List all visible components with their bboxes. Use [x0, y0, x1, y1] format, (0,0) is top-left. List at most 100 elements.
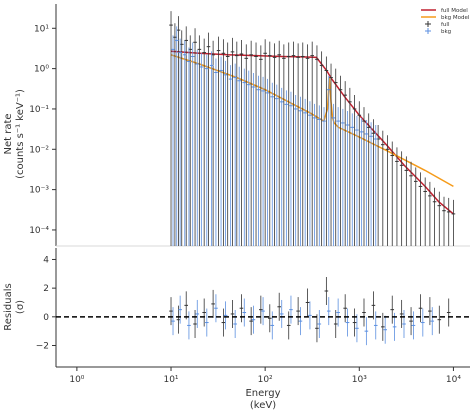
bkg-residual-point [411, 311, 416, 340]
full-residual-point [409, 307, 413, 336]
bkg-data-point [293, 94, 298, 246]
residuals-y-axis-label: Residuals [3, 283, 14, 330]
bkg-data-point [209, 51, 214, 246]
legend-bkg-model-label: bkg Model [441, 15, 470, 21]
full-data-point [216, 36, 221, 246]
full-data-point [184, 26, 189, 246]
x-tick-label-2: 10² [258, 375, 273, 385]
full-residual-point [381, 312, 385, 341]
bkg-residual-point [205, 308, 209, 337]
full-data-point [343, 81, 347, 246]
legend-full-cross [425, 21, 431, 27]
residuals-y-tick-label-2: 0 [43, 313, 49, 323]
bkg-data-point [219, 56, 223, 246]
residuals-y-tick-label-3: −2 [36, 341, 49, 351]
full-data-point [418, 172, 423, 246]
residuals-y-ticks: 4 2 0 −2 [36, 255, 56, 351]
x-tick-label-3: 10³ [352, 375, 367, 385]
full-data-point [267, 41, 272, 246]
full-data-point [282, 44, 286, 246]
full-data-point [249, 40, 253, 246]
bkg-data-point [322, 107, 326, 246]
full-data-point [244, 44, 249, 246]
bkg-data-point [178, 38, 182, 246]
spectrum-y-tick-label-4: 10⁻³ [29, 186, 49, 196]
full-residual-point [184, 291, 189, 320]
bkg-residual-point [373, 311, 378, 340]
bkg-data-point [261, 76, 265, 246]
residuals-y-axis-units: (σ) [15, 300, 26, 314]
full-data-point [381, 130, 385, 246]
bkg-residual-point [214, 294, 218, 323]
full-data-point [225, 42, 230, 246]
bkg-data-point [237, 66, 241, 246]
full-residual-point [362, 298, 366, 327]
full-data-point [221, 39, 226, 246]
full-data-point [423, 177, 427, 246]
full-data-point [362, 107, 366, 246]
full-residual-point [211, 289, 215, 318]
full-data-point [376, 124, 380, 246]
legend-full-label: full [441, 22, 450, 28]
bkg-residual-point [223, 301, 228, 330]
full-data-point [319, 51, 324, 246]
full-data-point [254, 42, 258, 246]
bkg-residual-point [178, 295, 182, 324]
full-data-point [202, 38, 206, 246]
bkg-data-point [341, 108, 345, 246]
bkg-data-point [345, 111, 350, 246]
full-data-point [230, 37, 235, 246]
full-residual-point [249, 307, 253, 336]
bkg-data-point [336, 107, 340, 246]
full-data-point [413, 167, 418, 246]
bkg-data-point [270, 82, 275, 246]
full-data-point [169, 11, 173, 246]
bkg-data-point [242, 68, 247, 246]
spectrum-y-tick-label-1: 10⁰ [34, 65, 49, 75]
full-residual-point [343, 294, 347, 323]
full-data-point [277, 40, 282, 246]
full-residual-point [296, 297, 300, 326]
full-data-point [193, 28, 197, 246]
full-data-point [324, 56, 329, 246]
full-residual-point [333, 309, 338, 338]
x-axis-label: Energy [245, 388, 280, 399]
residuals-panel: 4 2 0 −2 10⁰ 10¹ 10² 10³ 10⁴ Residuals (σ) Ener… [3, 248, 470, 411]
bkg-data-point [308, 101, 312, 246]
full-residual-point [399, 299, 404, 328]
full-residual-point [193, 309, 197, 338]
bkg-data-point [246, 70, 251, 246]
bkg-data-point [174, 26, 179, 246]
full-data-point [315, 45, 319, 246]
bkg-residual-point [270, 311, 275, 340]
full-residual-point [230, 299, 235, 328]
bkg-residual-point [187, 311, 191, 340]
full-data-point [206, 32, 211, 246]
bkg-residual-point [251, 305, 256, 334]
bkg-residual-point [298, 307, 303, 336]
bkg-data-point [171, 35, 175, 246]
full-data-point [404, 156, 409, 246]
full-data-point [286, 42, 291, 246]
bkg-data-point [279, 87, 284, 246]
full-residual-point [239, 294, 244, 323]
full-data-point [432, 187, 437, 246]
bkg-residual-point [336, 298, 340, 327]
full-data-point [272, 43, 277, 246]
bkg-residual-point [195, 299, 200, 328]
full-data-point [176, 16, 181, 246]
bkg-data-point [298, 96, 303, 246]
bkg-data-point [284, 90, 289, 246]
bkg-data-point [373, 124, 378, 246]
bkg-data-point [190, 42, 195, 246]
bkg-residual-point [261, 297, 265, 326]
full-data-point [291, 41, 296, 246]
full-data-point [390, 141, 395, 246]
full-data-point [300, 42, 305, 246]
bkg-data-point [317, 105, 322, 246]
bkg-data-point [303, 98, 307, 246]
bkg-data-point [228, 65, 233, 246]
full-data-point [263, 39, 267, 246]
bkg-residual-point [383, 315, 387, 344]
